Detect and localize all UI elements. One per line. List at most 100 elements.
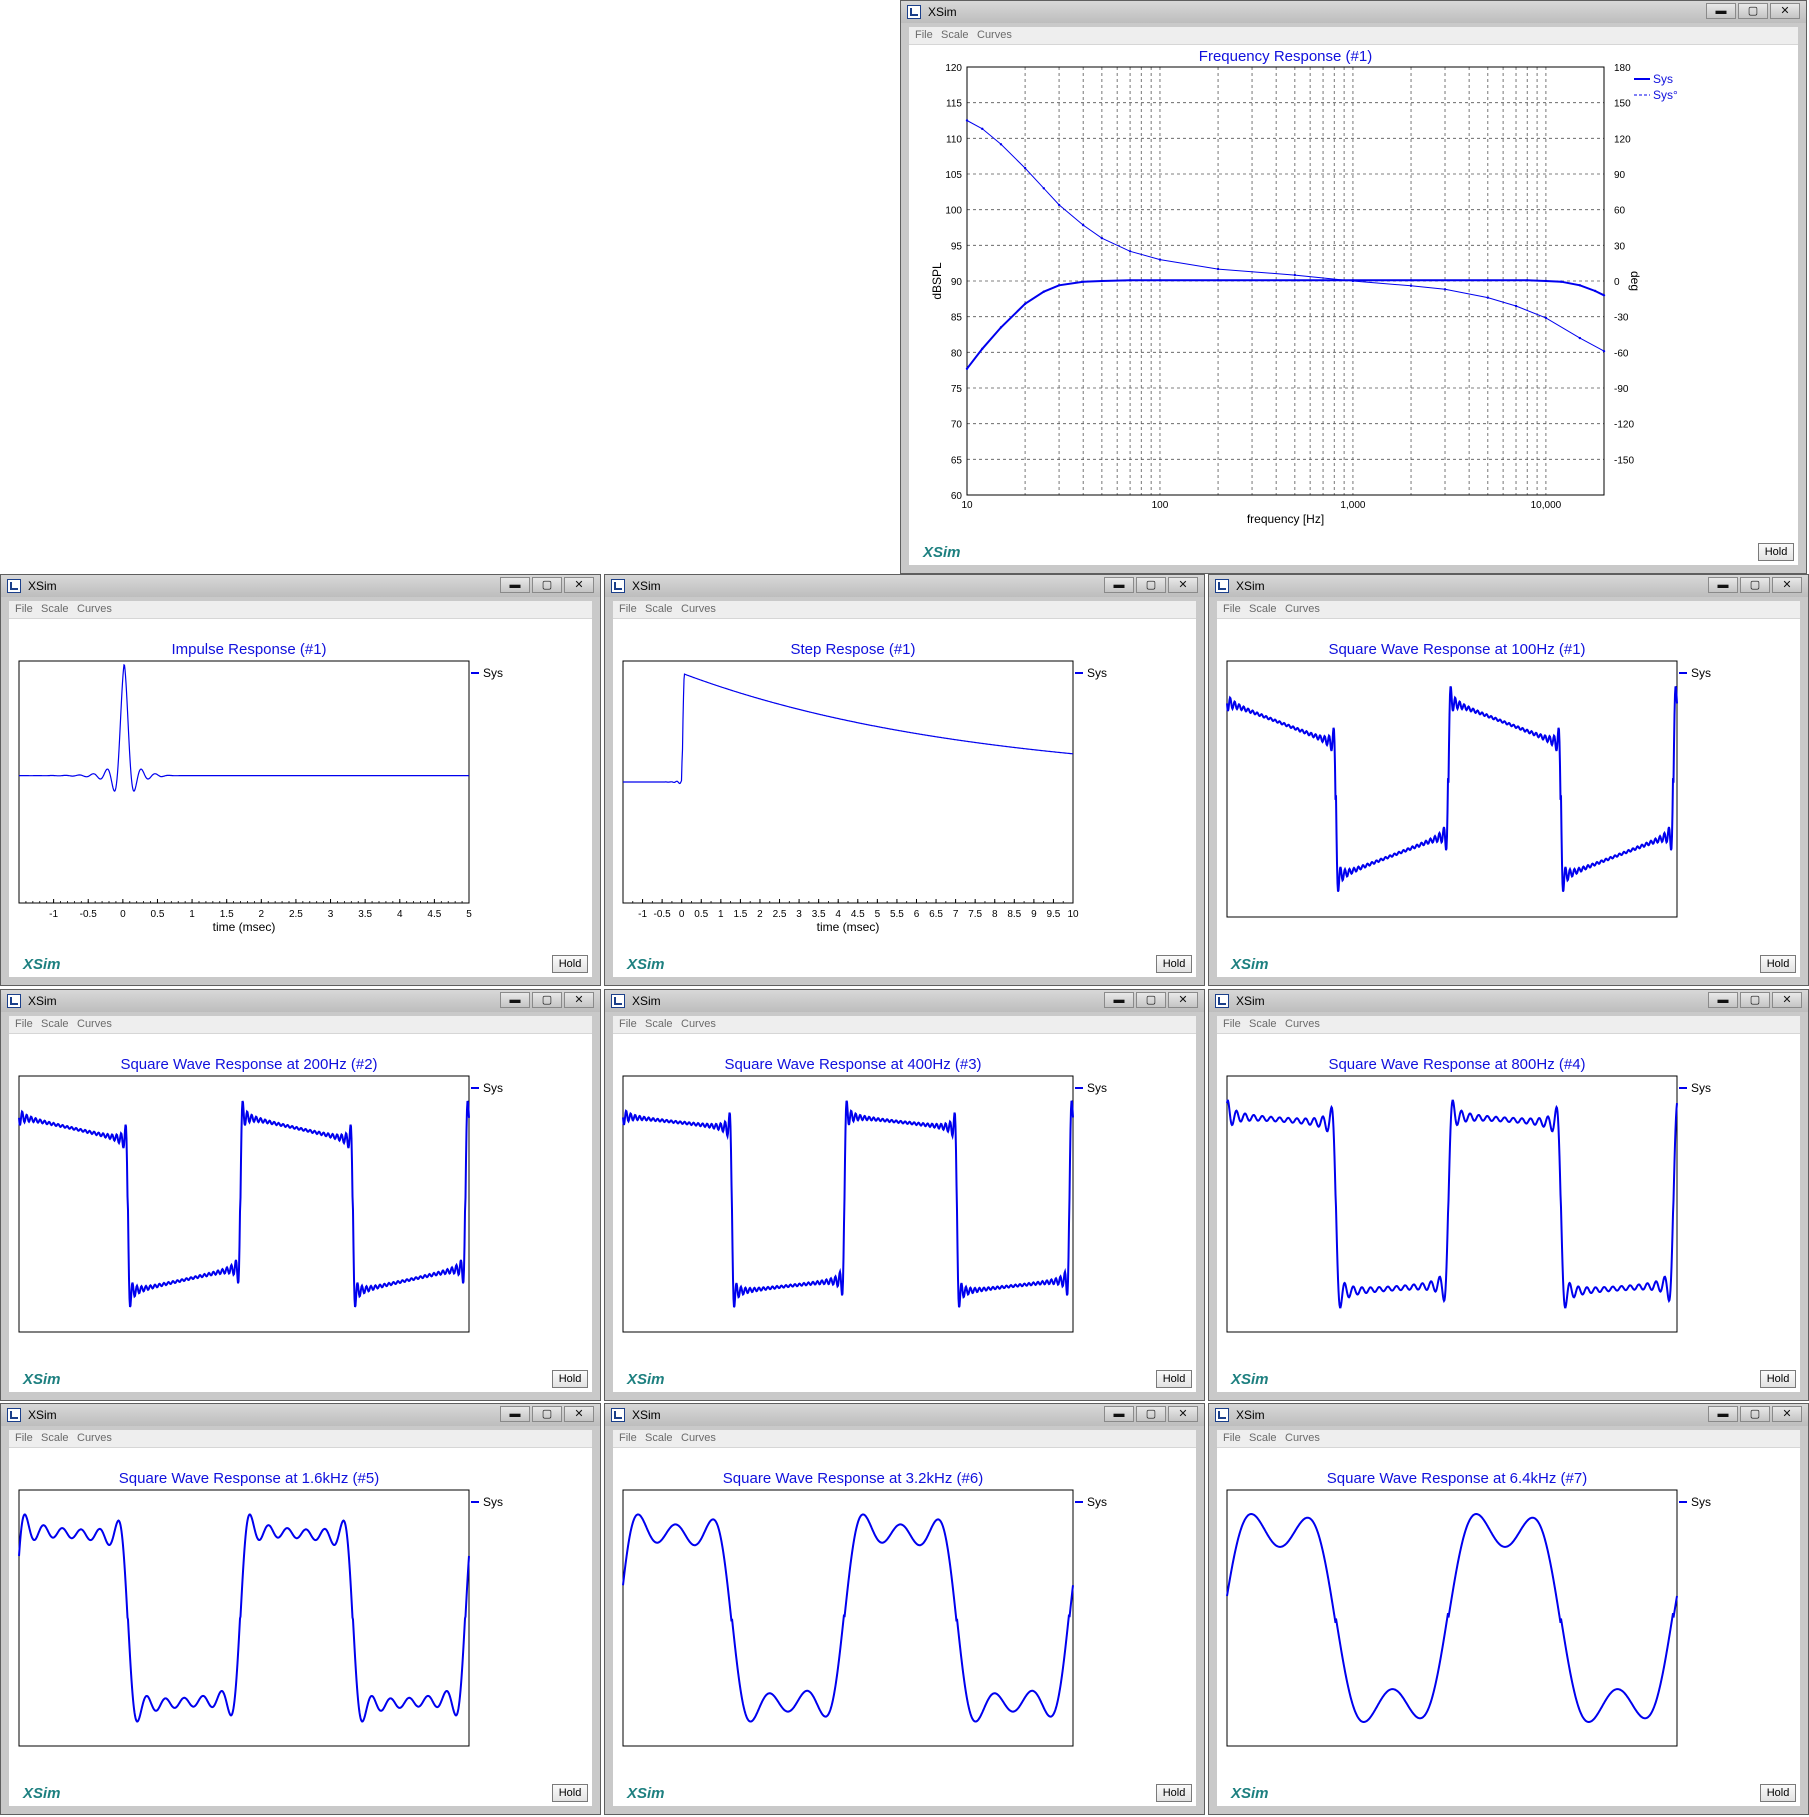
menu-curves[interactable]: Curves — [977, 29, 1012, 41]
maximize-icon[interactable]: ▢ — [1136, 992, 1166, 1008]
plot-frame — [622, 1489, 1074, 1747]
minimize-icon[interactable]: ▬ — [500, 1406, 530, 1422]
xsim-window-square-wave-2[interactable]: XSim ▬ ▢ ✕ File Scale Curves XSim Hold Square Wav… — [0, 989, 601, 1401]
maximize-icon[interactable]: ▢ — [532, 577, 562, 593]
xsim-window-square-wave-3[interactable]: XSim ▬ ▢ ✕ File Scale Curves XSim Hold Square Wav… — [604, 989, 1205, 1401]
hold-button[interactable]: Hold — [1156, 1784, 1192, 1802]
xsim-window-square-wave-6[interactable]: XSim ▬ ▢ ✕ File Scale Curves XSim Hold Square Wav… — [604, 1403, 1205, 1815]
maximize-icon[interactable]: ▢ — [1740, 577, 1770, 593]
hold-button[interactable]: Hold — [1760, 955, 1796, 973]
close-icon[interactable]: ✕ — [564, 577, 594, 593]
menu-scale[interactable]: Scale — [1249, 603, 1277, 615]
menu-curves[interactable]: Curves — [77, 1018, 112, 1030]
menu-file[interactable]: File — [15, 1018, 33, 1030]
menu-file[interactable]: File — [619, 1018, 637, 1030]
title-bar[interactable]: XSim ▬ ▢ ✕ — [1209, 990, 1808, 1012]
minimize-icon[interactable]: ▬ — [1708, 577, 1738, 593]
hold-button[interactable]: Hold — [1760, 1784, 1796, 1802]
menu-curves[interactable]: Curves — [77, 1432, 112, 1444]
maximize-icon[interactable]: ▢ — [1740, 1406, 1770, 1422]
close-icon[interactable]: ✕ — [1772, 1406, 1802, 1422]
maximize-icon[interactable]: ▢ — [1738, 3, 1768, 19]
menu-curves[interactable]: Curves — [681, 1018, 716, 1030]
hold-button[interactable]: Hold — [1760, 1370, 1796, 1388]
minimize-icon[interactable]: ▬ — [1104, 992, 1134, 1008]
minimize-icon[interactable]: ▬ — [500, 992, 530, 1008]
xsim-window-step-response[interactable]: XSim ▬ ▢ ✕ File Scale Curves XSim Hold Step Respo… — [604, 574, 1205, 986]
title-bar[interactable]: XSim ▬ ▢ ✕ — [605, 990, 1204, 1012]
menu-file[interactable]: File — [1223, 1432, 1241, 1444]
menu-curves[interactable]: Curves — [1285, 1018, 1320, 1030]
xsim-window-square-wave-1[interactable]: XSim ▬ ▢ ✕ File Scale Curves XSim Hold Square Wav… — [1208, 574, 1809, 986]
maximize-icon[interactable]: ▢ — [1136, 1406, 1166, 1422]
menu-curves[interactable]: Curves — [681, 1432, 716, 1444]
close-icon[interactable]: ✕ — [1770, 3, 1800, 19]
maximize-icon[interactable]: ▢ — [1136, 577, 1166, 593]
hold-button[interactable]: Hold — [1156, 1370, 1192, 1388]
close-icon[interactable]: ✕ — [564, 1406, 594, 1422]
xsim-window-impulse-response[interactable]: XSim ▬ ▢ ✕ File Scale Curves XSim Hold Impulse Re… — [0, 574, 601, 986]
menu-scale[interactable]: Scale — [941, 29, 969, 41]
close-icon[interactable]: ✕ — [1168, 992, 1198, 1008]
data-point — [1486, 296, 1490, 299]
minimize-icon[interactable]: ▬ — [1708, 992, 1738, 1008]
maximize-icon[interactable]: ▢ — [1740, 992, 1770, 1008]
menu-file[interactable]: File — [15, 603, 33, 615]
menu-curves[interactable]: Curves — [1285, 1432, 1320, 1444]
menu-scale[interactable]: Scale — [645, 1018, 673, 1030]
menu-scale[interactable]: Scale — [645, 1432, 673, 1444]
title-bar[interactable]: XSim ▬ ▢ ✕ — [1209, 1404, 1808, 1426]
xsim-window-frequency-response[interactable]: XSim ▬ ▢ ✕ File Scale Curves XSim Hold Frequency … — [900, 0, 1807, 574]
menu-file[interactable]: File — [15, 1432, 33, 1444]
title-bar[interactable]: XSim ▬ ▢ ✕ — [1, 990, 600, 1012]
menu-scale[interactable]: Scale — [41, 1432, 69, 1444]
hold-button[interactable]: Hold — [552, 955, 588, 973]
close-icon[interactable]: ✕ — [564, 992, 594, 1008]
minimize-icon[interactable]: ▬ — [1708, 1406, 1738, 1422]
menu-scale[interactable]: Scale — [41, 1018, 69, 1030]
x-tick-label: 3.5 — [358, 909, 372, 920]
menu-scale[interactable]: Scale — [645, 603, 673, 615]
menu-scale[interactable]: Scale — [1249, 1018, 1277, 1030]
title-bar[interactable]: XSim ▬ ▢ ✕ — [901, 1, 1806, 23]
minimize-icon[interactable]: ▬ — [1104, 1406, 1134, 1422]
menu-file[interactable]: File — [915, 29, 933, 41]
maximize-icon[interactable]: ▢ — [532, 1406, 562, 1422]
close-icon[interactable]: ✕ — [1772, 577, 1802, 593]
hold-button[interactable]: Hold — [1758, 543, 1794, 561]
window-controls: ▬ ▢ ✕ — [498, 992, 594, 1008]
menu-curves[interactable]: Curves — [1285, 603, 1320, 615]
hold-button[interactable]: Hold — [1156, 955, 1192, 973]
plot-frame — [622, 660, 1074, 904]
xsim-window-square-wave-4[interactable]: XSim ▬ ▢ ✕ File Scale Curves XSim Hold Square Wav… — [1208, 989, 1809, 1401]
hold-button[interactable]: Hold — [552, 1784, 588, 1802]
hold-button[interactable]: Hold — [552, 1370, 588, 1388]
maximize-icon[interactable]: ▢ — [532, 992, 562, 1008]
menu-bar: File Scale Curves — [9, 1016, 592, 1034]
title-bar[interactable]: XSim ▬ ▢ ✕ — [605, 1404, 1204, 1426]
close-icon[interactable]: ✕ — [1168, 577, 1198, 593]
plot-area: XSim Hold Impulse Response (#1) Sys -1 -0.5 0 0… — [9, 619, 592, 977]
title-bar[interactable]: XSim ▬ ▢ ✕ — [1209, 575, 1808, 597]
menu-file[interactable]: File — [1223, 603, 1241, 615]
menu-scale[interactable]: Scale — [1249, 1432, 1277, 1444]
minimize-icon[interactable]: ▬ — [1104, 577, 1134, 593]
title-bar[interactable]: XSim ▬ ▢ ✕ — [1, 1404, 600, 1426]
menu-curves[interactable]: Curves — [77, 603, 112, 615]
plot-area: XSim Hold Step Respose (#1) Sys -1 -0.5 0 0.5 1 1… — [613, 619, 1196, 977]
menu-curves[interactable]: Curves — [681, 603, 716, 615]
menu-file[interactable]: File — [619, 1432, 637, 1444]
xsim-app-icon — [7, 579, 21, 593]
menu-scale[interactable]: Scale — [41, 603, 69, 615]
xsim-window-square-wave-5[interactable]: XSim ▬ ▢ ✕ File Scale Curves XSim Hold Square Wav… — [0, 1403, 601, 1815]
title-bar[interactable]: XSim ▬ ▢ ✕ — [1, 575, 600, 597]
menu-file[interactable]: File — [619, 603, 637, 615]
title-bar[interactable]: XSim ▬ ▢ ✕ — [605, 575, 1204, 597]
minimize-icon[interactable]: ▬ — [500, 577, 530, 593]
window-controls: ▬ ▢ ✕ — [498, 1406, 594, 1422]
menu-file[interactable]: File — [1223, 1018, 1241, 1030]
close-icon[interactable]: ✕ — [1168, 1406, 1198, 1422]
xsim-window-square-wave-7[interactable]: XSim ▬ ▢ ✕ File Scale Curves XSim Hold Square Wav… — [1208, 1403, 1809, 1815]
close-icon[interactable]: ✕ — [1772, 992, 1802, 1008]
minimize-icon[interactable]: ▬ — [1706, 3, 1736, 19]
